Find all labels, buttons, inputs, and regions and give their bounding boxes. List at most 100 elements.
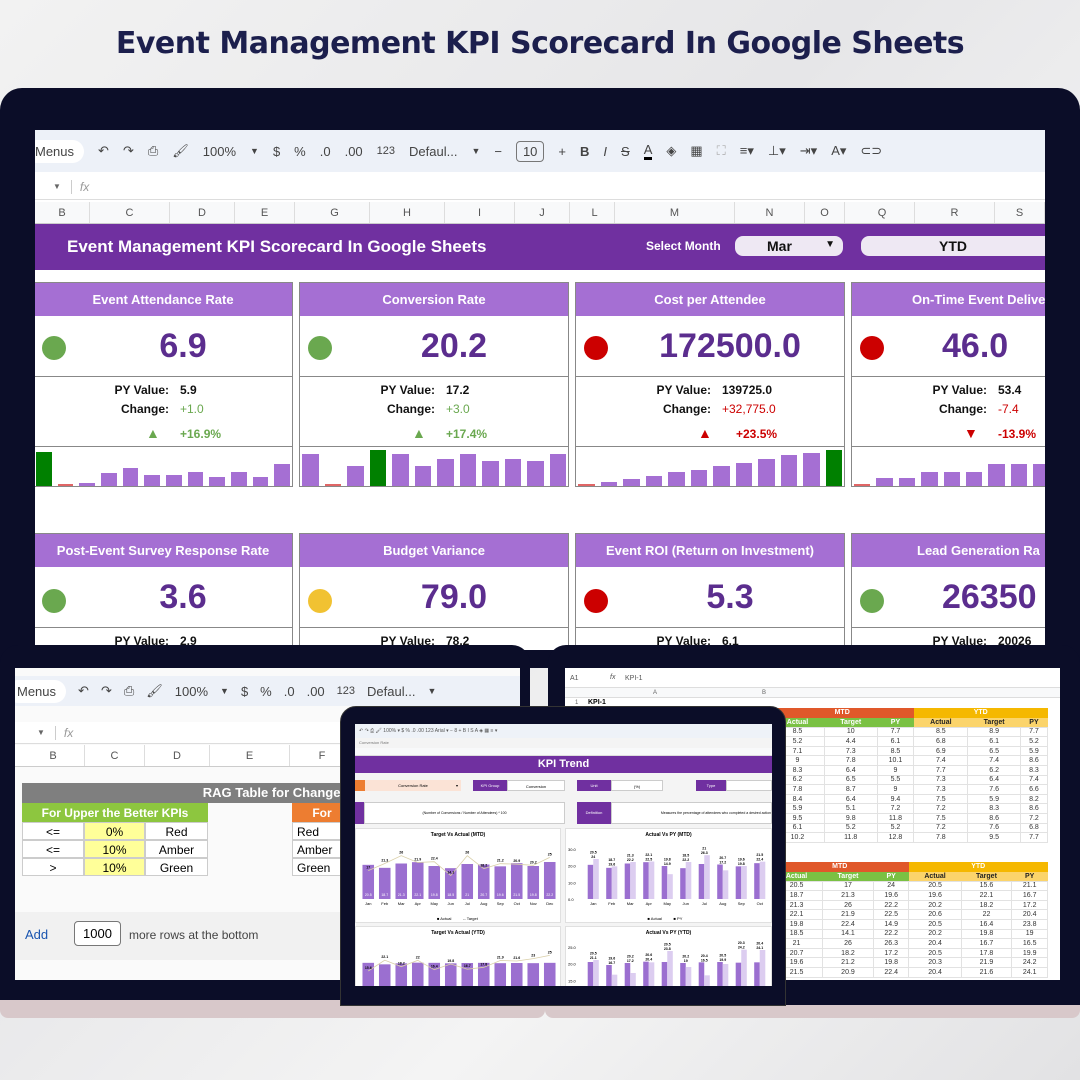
table-cell[interactable]: 18.2 bbox=[822, 947, 874, 959]
decrease-decimal-button[interactable]: .0 bbox=[283, 683, 295, 699]
table-cell[interactable]: 6.5 bbox=[967, 745, 1021, 757]
table-cell[interactable]: 8.5 bbox=[913, 726, 969, 738]
table-cell[interactable]: 9 bbox=[876, 784, 915, 795]
percent-button[interactable]: % bbox=[260, 683, 272, 699]
table-cell[interactable]: 6.4 bbox=[967, 774, 1021, 786]
table-cell[interactable]: 8.7 bbox=[823, 784, 878, 795]
table-cell[interactable]: 20.3 bbox=[908, 957, 962, 969]
table-cell[interactable]: 8.9 bbox=[967, 726, 1021, 738]
undo-icon[interactable]: ↶ bbox=[98, 143, 109, 158]
column-header[interactable]: H bbox=[370, 202, 445, 223]
column-header[interactable]: E bbox=[210, 745, 290, 766]
kpi-select[interactable]: Conversion Rate ▾ bbox=[365, 780, 461, 791]
bold-button[interactable]: B bbox=[580, 143, 590, 159]
table-cell[interactable]: 22.4 bbox=[872, 967, 910, 978]
table-cell[interactable]: 7.6 bbox=[967, 822, 1021, 834]
table-cell[interactable]: 7.8 bbox=[913, 832, 969, 843]
column-header[interactable]: D bbox=[170, 202, 235, 223]
table-cell[interactable]: 22.1 bbox=[960, 890, 1013, 901]
table-cell[interactable]: 6.9 bbox=[913, 745, 969, 757]
chevron-down-icon[interactable]: ▼ bbox=[427, 686, 437, 696]
rag-threshold[interactable]: 0% bbox=[84, 822, 145, 840]
table-cell[interactable]: 8.6 bbox=[967, 813, 1021, 824]
table-cell[interactable]: 10 bbox=[823, 726, 878, 738]
increase-decimal-button[interactable]: .00 bbox=[344, 143, 363, 159]
column-header[interactable]: I bbox=[445, 202, 515, 223]
align-icon[interactable]: ≡▾ bbox=[739, 143, 754, 158]
column-header[interactable]: G bbox=[300, 202, 370, 223]
font-size-increase-icon[interactable]: + bbox=[558, 143, 567, 159]
table-cell[interactable]: 7.6 bbox=[967, 784, 1021, 795]
chevron-down-icon[interactable]: ▼ bbox=[471, 146, 481, 156]
font-size-decrease-icon[interactable]: − bbox=[494, 143, 502, 159]
table-cell[interactable]: 6.8 bbox=[1019, 822, 1049, 834]
table-cell[interactable]: 24 bbox=[872, 880, 910, 892]
table-cell[interactable]: 24.2 bbox=[1011, 957, 1048, 969]
column-header[interactable]: N bbox=[735, 202, 805, 223]
paint-format-icon[interactable]: 🖌︎ bbox=[146, 683, 163, 698]
table-cell[interactable]: 9.5 bbox=[967, 832, 1021, 843]
table-cell[interactable]: 8.5 bbox=[876, 745, 915, 757]
table-cell[interactable]: 7.5 bbox=[913, 813, 969, 824]
table-cell[interactable]: 6.2 bbox=[967, 765, 1021, 776]
table-cell[interactable]: 22.2 bbox=[872, 928, 910, 940]
paint-format-icon[interactable]: 🖌︎ bbox=[172, 143, 189, 158]
name-box-dropdown-icon[interactable]: ▼ bbox=[37, 728, 45, 737]
table-cell[interactable]: 7.7 bbox=[1019, 726, 1049, 738]
rag-threshold[interactable]: 10% bbox=[84, 840, 145, 858]
table-cell[interactable]: 5.5 bbox=[876, 774, 915, 786]
column-header[interactable]: Q bbox=[850, 202, 915, 223]
table-cell[interactable]: 5.9 bbox=[1019, 745, 1049, 757]
table-cell[interactable]: 17.2 bbox=[1011, 899, 1048, 911]
table-cell[interactable]: 8.3 bbox=[967, 803, 1021, 815]
table-cell[interactable]: 21.3 bbox=[822, 890, 874, 901]
font-select[interactable]: Defaul... bbox=[409, 143, 458, 159]
table-cell[interactable]: 21.2 bbox=[822, 957, 874, 969]
percent-button[interactable]: % bbox=[294, 143, 306, 159]
table-cell[interactable]: 6.4 bbox=[823, 765, 878, 776]
table-cell[interactable]: 12.8 bbox=[876, 832, 915, 843]
table-cell[interactable]: 20.4 bbox=[908, 967, 962, 978]
period-select[interactable]: YTD bbox=[861, 236, 1045, 256]
table-cell[interactable]: 9.4 bbox=[876, 793, 915, 805]
name-box[interactable]: A1 bbox=[570, 675, 579, 682]
chevron-down-icon[interactable]: ▼ bbox=[250, 146, 259, 156]
table-cell[interactable]: 4.4 bbox=[823, 736, 878, 747]
print-icon[interactable]: ⎙ bbox=[123, 683, 135, 698]
table-cell[interactable]: 24.1 bbox=[1011, 967, 1048, 978]
decrease-decimal-button[interactable]: .0 bbox=[319, 143, 331, 159]
table-cell[interactable]: 18.2 bbox=[960, 899, 1013, 911]
number-format-button[interactable]: 123 bbox=[336, 685, 356, 697]
column-header[interactable]: O bbox=[805, 202, 845, 223]
table-cell[interactable]: 7.2 bbox=[1019, 813, 1049, 824]
col-a[interactable]: A bbox=[653, 690, 658, 696]
table-cell[interactable]: 22.4 bbox=[822, 919, 874, 930]
chevron-down-icon[interactable]: ▼ bbox=[220, 686, 229, 696]
table-cell[interactable]: 16.4 bbox=[960, 919, 1013, 930]
table-cell[interactable]: 7.2 bbox=[913, 822, 969, 834]
table-cell[interactable]: 19.6 bbox=[908, 890, 962, 901]
undo-icon[interactable]: ↶ bbox=[78, 683, 89, 698]
table-cell[interactable]: 14.9 bbox=[872, 919, 910, 930]
table-cell[interactable]: 6.8 bbox=[913, 736, 969, 747]
print-icon[interactable]: ⎙ bbox=[147, 143, 159, 158]
add-rows-count-input[interactable]: 1000 bbox=[74, 921, 121, 946]
table-cell[interactable]: 20.9 bbox=[822, 967, 874, 978]
table-cell[interactable]: 7.8 bbox=[823, 755, 878, 767]
column-header[interactable]: M bbox=[615, 202, 735, 223]
table-cell[interactable]: 14.1 bbox=[822, 928, 874, 940]
font-select[interactable]: Defaul... bbox=[367, 683, 416, 699]
table-cell[interactable]: 21.9 bbox=[822, 909, 874, 921]
strikethrough-button[interactable]: S bbox=[621, 143, 630, 159]
column-header[interactable]: R bbox=[915, 202, 995, 223]
rotate-text-icon[interactable]: A▾ bbox=[831, 143, 847, 158]
name-box-dropdown-icon[interactable]: ▼ bbox=[53, 182, 61, 191]
rag-threshold[interactable]: 10% bbox=[84, 858, 145, 876]
menus-button[interactable]: Menus bbox=[35, 139, 85, 163]
table-cell[interactable]: 9 bbox=[876, 765, 915, 776]
table-cell[interactable]: 9.8 bbox=[823, 813, 878, 824]
table-cell[interactable]: 19.9 bbox=[1011, 947, 1048, 959]
table-cell[interactable]: 19 bbox=[1011, 928, 1048, 940]
table-cell[interactable]: 20.5 bbox=[908, 947, 962, 959]
table-cell[interactable]: 7.3 bbox=[913, 784, 969, 795]
